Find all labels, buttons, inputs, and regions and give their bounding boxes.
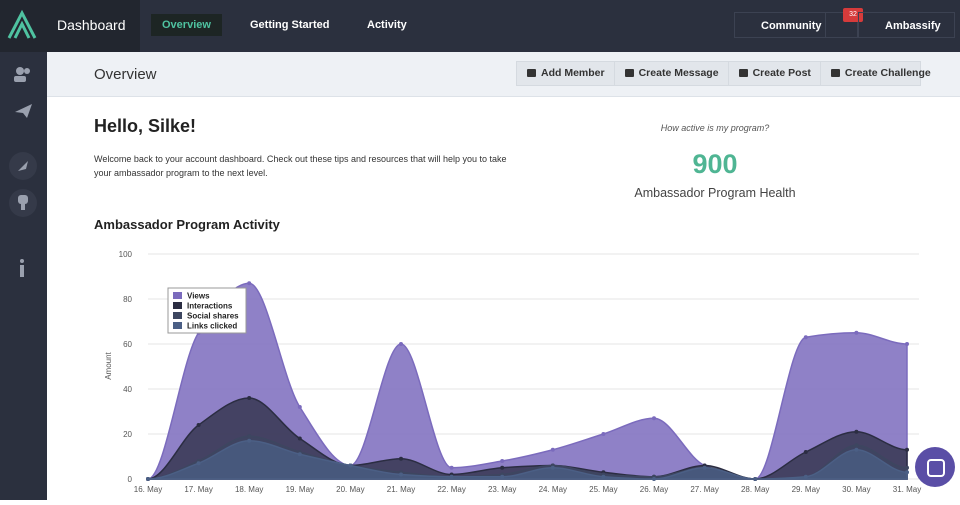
x-tick-label: 21. May — [387, 485, 415, 494]
health-question: How active is my program? — [660, 123, 770, 133]
legend-label: Interactions — [187, 302, 233, 311]
logo[interactable] — [0, 0, 140, 52]
y-tick-label: 0 — [128, 475, 133, 484]
data-point — [500, 459, 505, 463]
tab[interactable]: Getting Started — [250, 19, 330, 31]
action-button[interactable]: Create Challenge — [821, 62, 940, 85]
brand[interactable]: Dashboard — [57, 17, 126, 33]
page-title: Overview — [94, 66, 157, 83]
data-point — [854, 447, 859, 452]
data-point — [854, 330, 859, 335]
data-point — [500, 465, 505, 470]
data-point — [803, 474, 808, 479]
legend-swatch — [173, 302, 182, 309]
data-point — [247, 438, 252, 443]
logo-icon — [7, 9, 37, 39]
legend-swatch — [173, 292, 182, 299]
data-point — [601, 474, 606, 479]
user-menu[interactable]: Ambassify — [858, 12, 955, 38]
x-tick-label: 31. May — [893, 485, 921, 494]
data-point — [449, 465, 454, 470]
data-point — [854, 443, 859, 448]
data-point — [449, 474, 454, 479]
data-point — [753, 477, 758, 481]
data-point — [399, 472, 403, 477]
data-point — [500, 474, 505, 479]
data-point — [297, 405, 302, 409]
greeting: Hello, Silke! — [94, 116, 197, 136]
x-tick-label: 28. May — [741, 485, 769, 494]
x-tick-label: 19. May — [286, 485, 314, 494]
legend-swatch — [173, 312, 182, 319]
health-label: Ambassador Program Health — [634, 186, 796, 200]
data-point — [550, 465, 555, 470]
chart-title: Ambassador Program Activity — [94, 217, 281, 232]
data-point — [247, 281, 252, 286]
sidebar — [0, 52, 47, 500]
data-point — [905, 447, 909, 452]
legend-swatch — [173, 322, 182, 329]
x-tick-label: 22. May — [437, 485, 465, 494]
data-point — [399, 342, 403, 346]
legend-label: Social shares — [187, 312, 239, 321]
area — [147, 439, 908, 480]
x-tick-label: 16. May — [134, 485, 162, 494]
x-tick-label: 18. May — [235, 485, 263, 494]
data-point — [803, 335, 808, 340]
data-point — [146, 477, 150, 481]
tab[interactable]: Activity — [367, 19, 407, 31]
x-tick-label: 29. May — [792, 485, 820, 494]
welcome-text: Welcome back to your account dashboard. … — [94, 154, 507, 178]
data-point — [196, 461, 201, 466]
notifications-button[interactable] — [825, 12, 858, 38]
data-point — [905, 342, 909, 346]
chat-button[interactable] — [915, 447, 955, 487]
data-point — [905, 470, 909, 475]
health-score: 900 — [692, 149, 738, 179]
data-point — [247, 434, 252, 439]
data-point — [652, 477, 656, 481]
y-tick-label: 20 — [123, 430, 132, 439]
data-point — [247, 396, 252, 400]
data-point — [399, 456, 403, 461]
x-tick-label: 30. May — [842, 485, 870, 494]
sidebar-icons — [9, 67, 37, 277]
action-bar: Add Member Create Message Create Post Cr… — [516, 61, 931, 86]
x-tick-label: 27. May — [690, 485, 718, 494]
x-tick-label: 17. May — [184, 485, 212, 494]
legend-label: Views — [187, 292, 210, 301]
y-tick-label: 100 — [119, 250, 133, 259]
y-tick-label: 80 — [123, 295, 132, 304]
data-point — [601, 432, 606, 436]
y-tick-label: 40 — [123, 385, 132, 394]
x-tick-label: 26. May — [640, 485, 668, 494]
x-tick-label: 24. May — [539, 485, 567, 494]
data-point — [297, 436, 302, 441]
data-point — [854, 429, 859, 434]
x-tick-label: 25. May — [589, 485, 617, 494]
x-tick-label: 20. May — [336, 485, 364, 494]
data-point — [702, 465, 707, 470]
y-axis-label: Amount — [104, 351, 113, 379]
tab[interactable]: Overview — [151, 14, 222, 36]
data-point — [550, 447, 555, 452]
data-point — [348, 463, 353, 468]
data-point — [803, 450, 808, 454]
data-point — [652, 416, 656, 421]
data-point — [905, 465, 909, 470]
legend-label: Links clicked — [187, 322, 237, 331]
data-point — [196, 423, 201, 427]
data-point — [297, 452, 302, 457]
y-tick-label: 60 — [123, 340, 132, 349]
x-tick-label: 23. May — [488, 485, 516, 494]
